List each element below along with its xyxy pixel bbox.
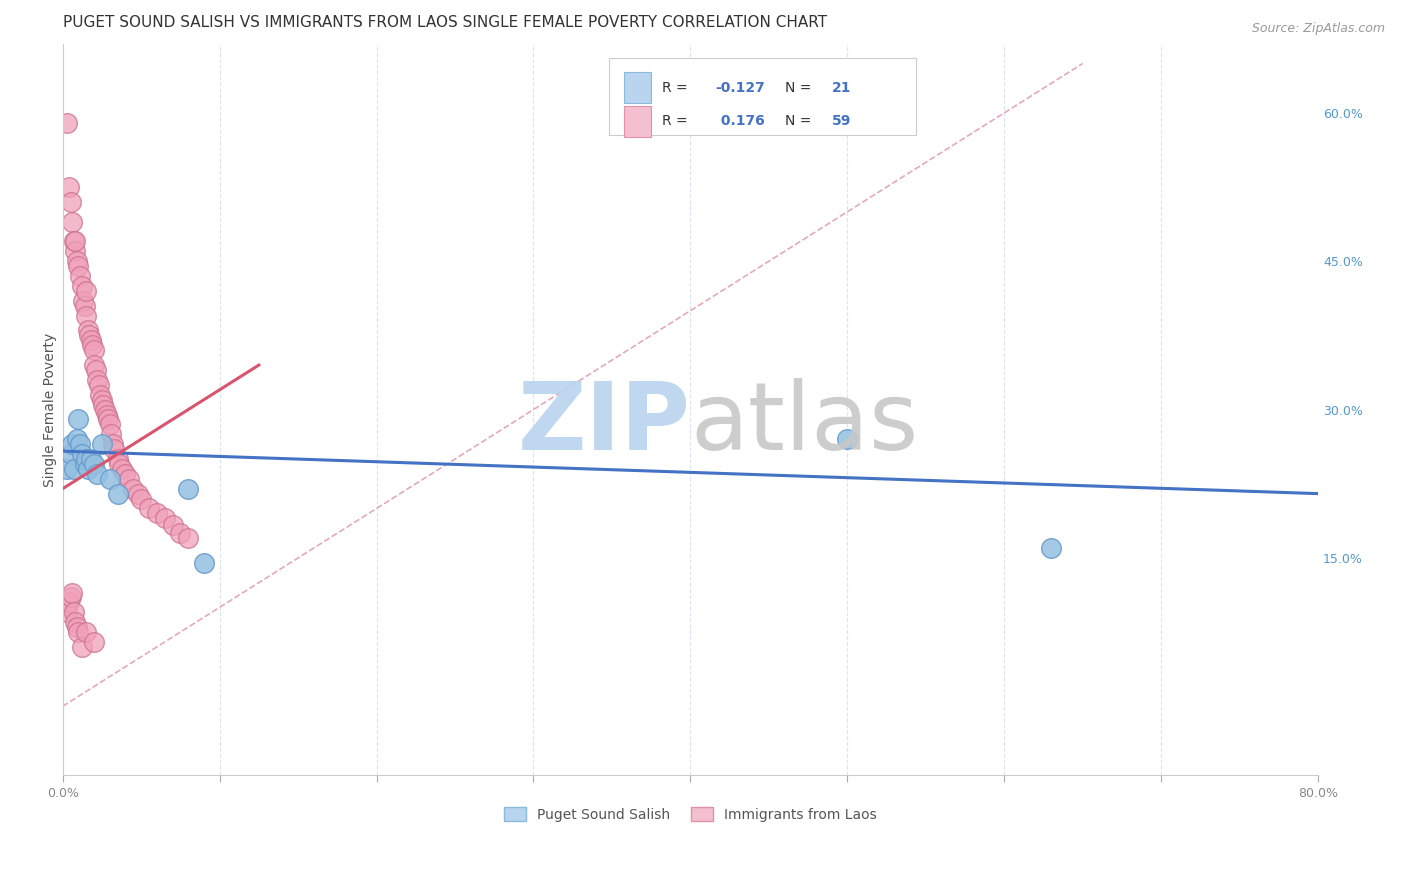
Point bbox=[83, 635, 105, 649]
Point bbox=[96, 408, 118, 422]
Text: R =: R = bbox=[662, 114, 692, 128]
Point bbox=[70, 447, 93, 461]
Point bbox=[70, 279, 93, 293]
Point bbox=[169, 526, 191, 541]
Point bbox=[114, 467, 136, 481]
Point bbox=[65, 244, 87, 259]
Point bbox=[62, 235, 84, 249]
Point bbox=[75, 309, 97, 323]
Point bbox=[73, 299, 96, 313]
Point bbox=[94, 402, 117, 417]
Point bbox=[65, 235, 87, 249]
Point bbox=[129, 491, 152, 506]
Point bbox=[56, 605, 79, 619]
Point bbox=[83, 343, 105, 358]
Point bbox=[69, 437, 91, 451]
Point bbox=[89, 388, 111, 402]
Text: 21: 21 bbox=[832, 80, 852, 95]
Text: atlas: atlas bbox=[690, 378, 918, 470]
Point bbox=[60, 585, 83, 599]
Point bbox=[69, 268, 91, 283]
Text: N =: N = bbox=[785, 80, 815, 95]
Text: R =: R = bbox=[662, 80, 692, 95]
Text: N =: N = bbox=[785, 114, 815, 128]
Point bbox=[56, 462, 79, 476]
Point bbox=[193, 556, 215, 570]
Text: ZIP: ZIP bbox=[517, 378, 690, 470]
Point bbox=[67, 259, 90, 273]
Point bbox=[58, 180, 80, 194]
Text: Source: ZipAtlas.com: Source: ZipAtlas.com bbox=[1251, 22, 1385, 36]
Point bbox=[90, 437, 112, 451]
Point bbox=[83, 457, 105, 471]
Point bbox=[62, 605, 84, 619]
Point bbox=[177, 482, 200, 496]
Point bbox=[82, 338, 104, 352]
Point bbox=[122, 482, 145, 496]
Point bbox=[107, 486, 129, 500]
Point bbox=[84, 363, 107, 377]
Point bbox=[127, 486, 149, 500]
Point bbox=[75, 284, 97, 298]
Point bbox=[83, 358, 105, 372]
Legend: Puget Sound Salish, Immigrants from Laos: Puget Sound Salish, Immigrants from Laos bbox=[498, 801, 883, 827]
Point bbox=[66, 432, 89, 446]
Point bbox=[59, 591, 82, 605]
Point bbox=[98, 472, 121, 486]
FancyBboxPatch shape bbox=[624, 106, 651, 136]
Point bbox=[107, 452, 129, 467]
Point bbox=[58, 595, 80, 609]
Point bbox=[90, 392, 112, 407]
Point bbox=[162, 518, 184, 533]
Point bbox=[59, 194, 82, 209]
Point bbox=[837, 432, 859, 446]
Point bbox=[86, 467, 108, 481]
Point bbox=[177, 531, 200, 545]
Point bbox=[62, 462, 84, 476]
Point bbox=[108, 457, 131, 471]
Point bbox=[100, 427, 122, 442]
Point bbox=[65, 615, 87, 630]
Point bbox=[76, 462, 98, 476]
Point bbox=[79, 328, 101, 343]
Point bbox=[80, 334, 103, 348]
Point bbox=[153, 511, 176, 525]
Point bbox=[67, 625, 90, 640]
Point bbox=[146, 507, 169, 521]
Point bbox=[117, 472, 139, 486]
Point bbox=[98, 417, 121, 432]
Text: 0.176: 0.176 bbox=[716, 114, 765, 128]
Point bbox=[86, 373, 108, 387]
Point bbox=[70, 640, 93, 654]
Point bbox=[67, 412, 90, 426]
Point bbox=[1040, 541, 1063, 555]
Point bbox=[73, 457, 96, 471]
Point bbox=[75, 625, 97, 640]
Point bbox=[87, 377, 110, 392]
Text: -0.127: -0.127 bbox=[716, 80, 765, 95]
Point bbox=[59, 447, 82, 461]
Point bbox=[80, 452, 103, 467]
Point bbox=[66, 620, 89, 634]
Point bbox=[101, 437, 124, 451]
Point bbox=[60, 437, 83, 451]
FancyBboxPatch shape bbox=[609, 58, 917, 136]
Point bbox=[72, 293, 94, 308]
Y-axis label: Single Female Poverty: Single Female Poverty bbox=[44, 333, 58, 487]
Point bbox=[103, 442, 125, 457]
Point bbox=[75, 452, 97, 467]
Point bbox=[60, 215, 83, 229]
Text: PUGET SOUND SALISH VS IMMIGRANTS FROM LAOS SINGLE FEMALE POVERTY CORRELATION CHA: PUGET SOUND SALISH VS IMMIGRANTS FROM LA… bbox=[63, 15, 827, 30]
Point bbox=[76, 323, 98, 337]
Point bbox=[138, 501, 160, 516]
Point bbox=[93, 398, 115, 412]
Point bbox=[111, 462, 134, 476]
Point bbox=[56, 116, 79, 130]
FancyBboxPatch shape bbox=[624, 72, 651, 103]
Text: 59: 59 bbox=[832, 114, 852, 128]
Point bbox=[97, 412, 120, 426]
Point bbox=[66, 254, 89, 268]
